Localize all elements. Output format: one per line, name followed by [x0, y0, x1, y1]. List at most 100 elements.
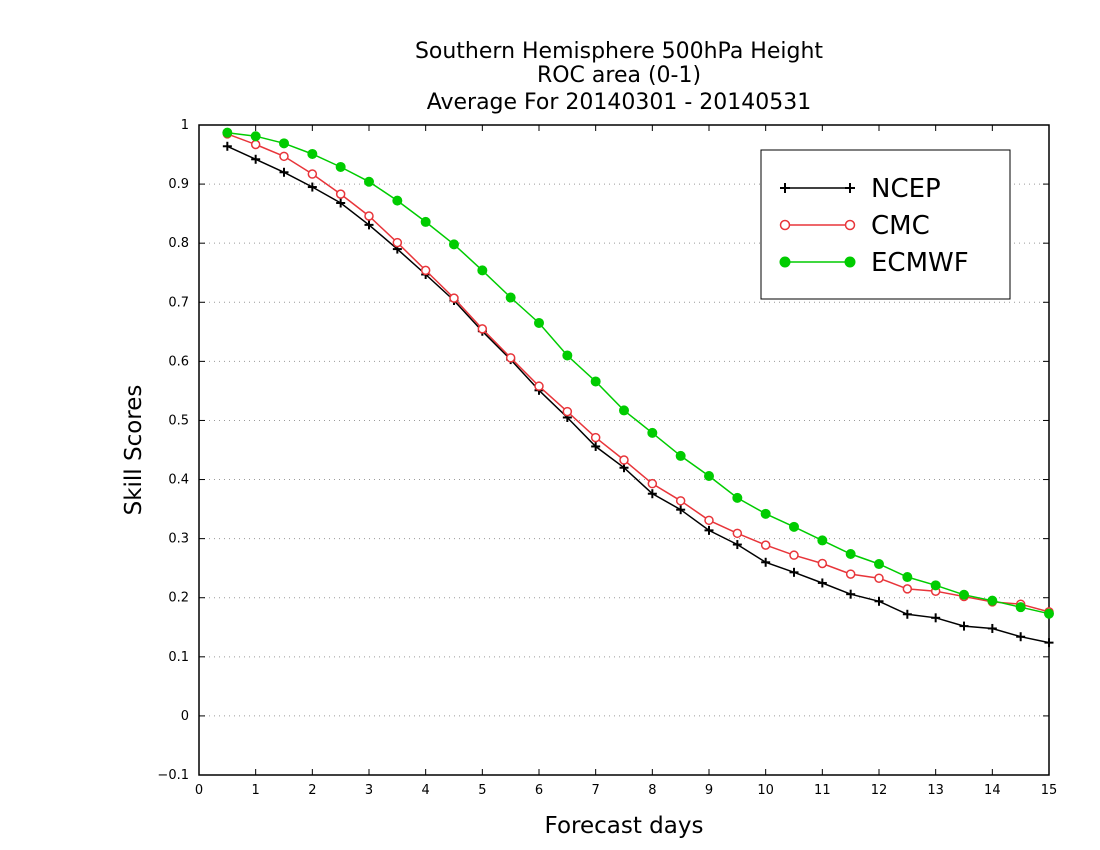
data-point-ecmwf [307, 148, 318, 159]
data-point-ecmwf [845, 549, 856, 559]
x-tick-label: 6 [535, 783, 543, 798]
data-point-ncep [902, 609, 912, 619]
data-point-cmc [420, 265, 431, 276]
data-point-cmc [279, 151, 289, 162]
data-point-ecmwf [902, 572, 913, 583]
data-point-ecmwf [505, 292, 516, 303]
data-point-ecmwf [789, 521, 799, 532]
series-group [222, 127, 1054, 648]
data-point-ncep [1016, 632, 1026, 642]
data-point-ecmwf [590, 376, 601, 387]
x-tick-label: 4 [422, 783, 430, 798]
x-tick-label: 14 [984, 783, 1001, 798]
x-tick-label: 15 [1041, 783, 1058, 798]
data-point-ncep [336, 198, 346, 208]
data-point-ecmwf [562, 350, 573, 361]
data-point-ncep [959, 621, 969, 631]
data-point-ecmwf [222, 127, 233, 138]
data-point-cmc [477, 324, 488, 334]
title-line-2: ROC area (0-1) [537, 63, 701, 88]
plot-frame [198, 124, 1050, 776]
data-point-ecmwf [675, 450, 686, 461]
data-point-cmc [590, 432, 601, 443]
data-point-ecmwf [364, 176, 374, 187]
x-tick-label: 11 [814, 783, 831, 798]
data-point-ecmwf [732, 492, 743, 503]
data-point-cmc [619, 455, 629, 465]
legend-box [760, 149, 1011, 300]
legend-marker-ncep [845, 183, 855, 193]
title-line-3: Average For 20140301 - 20140531 [427, 90, 812, 115]
data-point-ncep [591, 441, 601, 451]
chart-title: Southern Hemisphere 500hPa Height ROC ar… [415, 39, 823, 115]
data-point-ncep [874, 596, 884, 606]
data-point-ecmwf [1044, 608, 1054, 619]
data-point-cmc [760, 540, 771, 550]
y-tick-label: 0.9 [168, 177, 189, 192]
legend-entry-cmc: CMC [779, 211, 930, 241]
data-point-ecmwf [477, 265, 488, 276]
data-point-ecmwf [392, 195, 403, 206]
data-point-cmc [732, 528, 743, 539]
data-point-ecmwf [817, 535, 828, 546]
data-point-cmc [704, 515, 714, 526]
data-point-cmc [534, 381, 544, 391]
data-point-cmc [392, 237, 403, 248]
y-tick-label: 0.3 [168, 532, 189, 547]
data-point-cmc [335, 189, 346, 199]
data-point-ncep [647, 489, 657, 499]
legend-marker-ncep [780, 183, 790, 193]
data-point-ecmwf [335, 161, 346, 172]
data-point-ncep [307, 182, 317, 192]
x-tick-label: 1 [252, 783, 260, 798]
data-point-ecmwf [704, 471, 714, 481]
data-point-cmc [675, 496, 686, 506]
data-point-cmc [789, 550, 799, 560]
data-point-ecmwf [647, 427, 658, 438]
legend-label-ecmwf: ECMWF [871, 248, 969, 278]
x-tick-label: 3 [365, 783, 373, 798]
y-axis-label: Skill Scores [121, 385, 147, 516]
data-point-cmc [845, 569, 856, 579]
data-point-cmc [562, 406, 573, 417]
data-point-ncep [987, 623, 997, 633]
legend-label-cmc: CMC [871, 211, 930, 241]
legend-entries: NCEP CMC ECMWF [779, 174, 969, 278]
y-tick-label: 0.5 [168, 413, 189, 428]
legend-label-ncep: NCEP [871, 174, 941, 204]
data-point-ecmwf [959, 589, 969, 600]
data-point-cmc [647, 478, 658, 489]
data-point-ecmwf [420, 216, 431, 227]
data-point-cmc [874, 573, 884, 583]
y-tick-label: 0.2 [168, 591, 189, 606]
title-line-1: Southern Hemisphere 500hPa Height [415, 39, 823, 64]
x-tick-label: 5 [478, 783, 486, 798]
data-point-cmc [449, 293, 459, 303]
data-point-ncep [789, 567, 799, 577]
data-point-ecmwf [760, 508, 771, 519]
data-point-ecmwf [534, 317, 544, 328]
data-point-ncep [1044, 638, 1054, 648]
data-point-cmc [817, 558, 828, 569]
axis-ticks: −0.100.10.20.30.40.50.60.70.80.910 1 2 3 4 5 6… [157, 118, 1057, 798]
data-point-ecmwf [930, 580, 941, 591]
series-ecmwf [222, 127, 1054, 619]
y-tick-label: −0.1 [157, 768, 189, 783]
data-point-cmc [250, 139, 261, 150]
data-point-ncep [732, 540, 742, 550]
legend-marker-cmc [844, 219, 856, 231]
x-tick-label: 9 [705, 783, 713, 798]
series-cmc [222, 129, 1054, 617]
series-line-ncep [226, 145, 1050, 644]
legend: NCEP CMC ECMWF [760, 149, 1011, 300]
y-tick-label: 0 [181, 709, 189, 724]
x-tick-label: 8 [648, 783, 656, 798]
legend-marker-ecmwf [844, 256, 856, 268]
data-point-ncep [251, 154, 261, 164]
data-point-ncep [931, 613, 941, 623]
legend-marker-ecmwf [779, 256, 791, 268]
x-tick-label: 12 [871, 783, 888, 798]
x-tick-label: 7 [592, 783, 600, 798]
legend-marker-cmc [779, 219, 791, 231]
